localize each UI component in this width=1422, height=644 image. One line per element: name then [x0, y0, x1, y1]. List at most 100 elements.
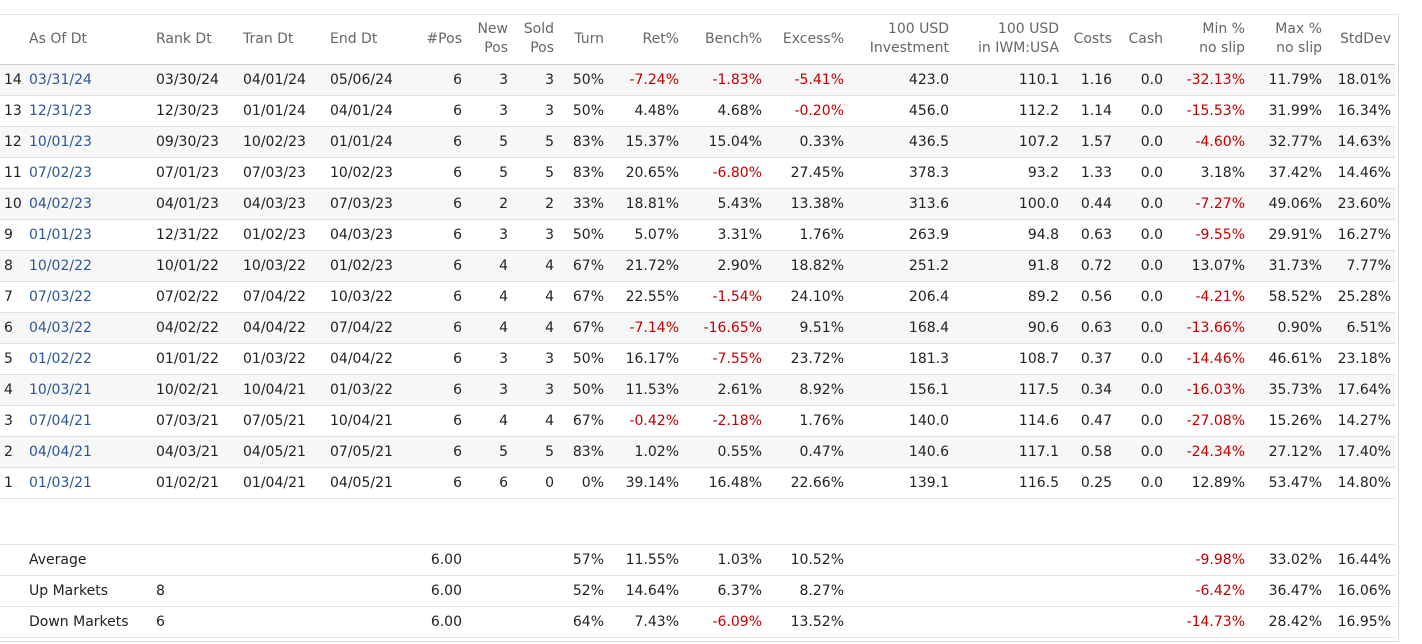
cell-max: 37.42%	[1249, 157, 1326, 189]
col-header-as-of-dt[interactable]: As Of Dt	[25, 14, 152, 65]
cell-empty	[326, 575, 413, 607]
col-header-cash[interactable]: Cash	[1116, 14, 1167, 65]
cell-new-pos: 4	[466, 250, 512, 282]
cell-cash: 0.0	[1116, 467, 1167, 499]
cell-max: 49.06%	[1249, 188, 1326, 220]
cell-tran-dt: 01/04/21	[239, 467, 326, 499]
as-of-date-link[interactable]: 03/31/24	[25, 64, 152, 96]
as-of-date-link[interactable]: 07/04/21	[25, 405, 152, 437]
cell-min: 3.18%	[1167, 157, 1249, 189]
col-header-iwm[interactable]: 100 USD in IWM:USA	[953, 14, 1063, 65]
cell-investment: 168.4	[848, 312, 953, 344]
cell-max: 35.73%	[1249, 374, 1326, 406]
cell-new-pos: 3	[466, 343, 512, 375]
cell-sold-pos: 3	[512, 374, 558, 406]
as-of-date-link[interactable]: 07/02/23	[25, 157, 152, 189]
col-header-max[interactable]: Max % no slip	[1249, 14, 1326, 65]
cell-iwm: 108.7	[953, 343, 1063, 375]
cell-cash: 0.0	[1116, 281, 1167, 313]
cell-ret: 1.02%	[608, 436, 683, 468]
col-header-sold-pos[interactable]: Sold Pos	[512, 14, 558, 65]
header-line: New	[477, 21, 508, 37]
summary-row: Down Markets 6 6.00 64% 7.43% -6.09% 13.…	[0, 606, 1395, 638]
col-header-rank-dt[interactable]: Rank Dt	[152, 14, 239, 65]
cell-min: -9.55%	[1167, 219, 1249, 251]
as-of-date-link[interactable]: 04/02/23	[25, 188, 152, 220]
cell-investment: 181.3	[848, 343, 953, 375]
cell-iwm: 90.6	[953, 312, 1063, 344]
cell-costs: 0.56	[1063, 281, 1116, 313]
cell-costs: 0.44	[1063, 188, 1116, 220]
cell-pos: 6	[413, 467, 466, 499]
cell-ret: 15.37%	[608, 126, 683, 158]
cell-turn: 83%	[558, 157, 608, 189]
table-row: 13 12/31/23 12/30/23 01/01/24 04/01/24 6…	[0, 95, 1395, 127]
cell-turn: 67%	[558, 281, 608, 313]
summary-min: -14.73%	[1167, 606, 1249, 638]
cell-cash: 0.0	[1116, 436, 1167, 468]
cell-empty	[466, 575, 512, 607]
cell-rank-dt: 09/30/23	[152, 126, 239, 158]
cell-empty	[512, 606, 558, 638]
col-header-end-dt[interactable]: End Dt	[326, 14, 413, 65]
cell-ret: 22.55%	[608, 281, 683, 313]
cell-index: 9	[0, 219, 25, 251]
cell-iwm: 116.5	[953, 467, 1063, 499]
cell-bench: -1.54%	[683, 281, 766, 313]
as-of-date-link[interactable]: 10/01/23	[25, 126, 152, 158]
cell-index: 3	[0, 405, 25, 437]
cell-index: 2	[0, 436, 25, 468]
as-of-date-link[interactable]: 10/03/21	[25, 374, 152, 406]
col-header-pos[interactable]: #Pos	[413, 14, 466, 65]
cell-end-dt: 10/02/23	[326, 157, 413, 189]
cell-excess: 0.33%	[766, 126, 848, 158]
summary-label: Up Markets	[25, 575, 152, 607]
as-of-date-link[interactable]: 10/02/22	[25, 250, 152, 282]
cell-stddev: 23.18%	[1326, 343, 1395, 375]
cell-end-dt: 07/03/23	[326, 188, 413, 220]
cell-iwm: 89.2	[953, 281, 1063, 313]
as-of-date-link[interactable]: 01/02/22	[25, 343, 152, 375]
cell-empty	[848, 575, 953, 607]
col-header-costs[interactable]: Costs	[1063, 14, 1116, 65]
col-header-excess[interactable]: Excess%	[766, 14, 848, 65]
cell-pos: 6	[413, 312, 466, 344]
cell-cash: 0.0	[1116, 188, 1167, 220]
cell-new-pos: 5	[466, 126, 512, 158]
cell-ret: 16.17%	[608, 343, 683, 375]
cell-excess: 1.76%	[766, 405, 848, 437]
col-header-bench[interactable]: Bench%	[683, 14, 766, 65]
cell-iwm: 117.5	[953, 374, 1063, 406]
col-header-stddev[interactable]: StdDev	[1326, 14, 1395, 65]
col-header-investment[interactable]: 100 USD Investment	[848, 14, 953, 65]
summary-ret: 11.55%	[608, 544, 683, 576]
cell-ret: 20.65%	[608, 157, 683, 189]
cell-excess: 8.92%	[766, 374, 848, 406]
as-of-date-link[interactable]: 04/04/21	[25, 436, 152, 468]
col-header-turn[interactable]: Turn	[558, 14, 608, 65]
cell-rank-dt: 12/31/22	[152, 219, 239, 251]
as-of-date-link[interactable]: 04/03/22	[25, 312, 152, 344]
col-header-ret[interactable]: Ret%	[608, 14, 683, 65]
as-of-date-link[interactable]: 07/03/22	[25, 281, 152, 313]
as-of-date-link[interactable]: 01/03/21	[25, 467, 152, 499]
col-header-tran-dt[interactable]: Tran Dt	[239, 14, 326, 65]
as-of-date-link[interactable]: 01/01/23	[25, 219, 152, 251]
cell-end-dt: 05/06/24	[326, 64, 413, 96]
cell-bench: -16.65%	[683, 312, 766, 344]
cell-excess: -5.41%	[766, 64, 848, 96]
col-header-new-pos[interactable]: New Pos	[466, 14, 512, 65]
cell-cash: 0.0	[1116, 126, 1167, 158]
cell-costs: 0.47	[1063, 405, 1116, 437]
cell-sold-pos: 2	[512, 188, 558, 220]
summary-turn: 57%	[558, 544, 608, 576]
summary-ret: 7.43%	[608, 606, 683, 638]
cell-tran-dt: 04/03/23	[239, 188, 326, 220]
as-of-date-link[interactable]: 12/31/23	[25, 95, 152, 127]
cell-empty	[0, 575, 25, 607]
cell-end-dt: 07/05/21	[326, 436, 413, 468]
cell-index: 7	[0, 281, 25, 313]
col-header-min[interactable]: Min % no slip	[1167, 14, 1249, 65]
cell-turn: 67%	[558, 312, 608, 344]
cell-cash: 0.0	[1116, 250, 1167, 282]
